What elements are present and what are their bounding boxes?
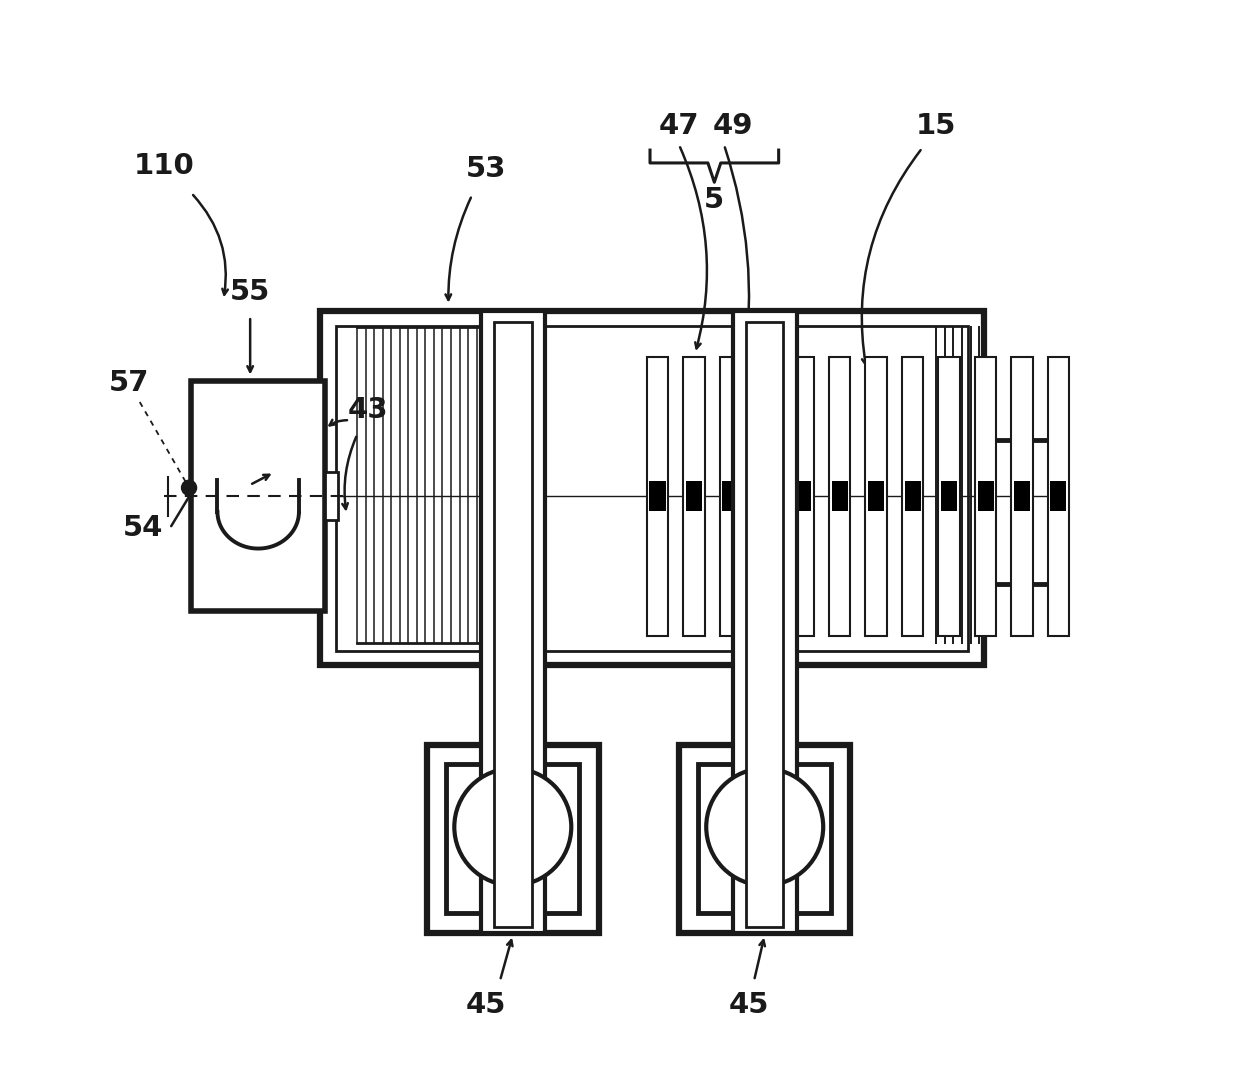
Bar [191, 381, 325, 611]
Bar [866, 357, 887, 636]
Bar [723, 481, 739, 511]
Text: 45: 45 [466, 991, 506, 1019]
Text: 54: 54 [123, 513, 164, 542]
Text: 45: 45 [728, 991, 769, 1019]
Text: 110: 110 [134, 152, 195, 180]
Circle shape [454, 769, 572, 885]
Text: 5: 5 [704, 185, 724, 214]
Text: 43: 43 [347, 396, 388, 425]
Bar [975, 357, 996, 636]
Bar [830, 357, 851, 636]
Bar [336, 326, 968, 651]
Bar [977, 481, 993, 511]
Bar [756, 357, 777, 636]
Bar [1048, 357, 1069, 636]
Bar [905, 481, 920, 511]
Bar [733, 311, 797, 933]
Bar [901, 357, 924, 636]
Bar [832, 481, 848, 511]
Bar [427, 745, 599, 933]
Text: 55: 55 [231, 278, 270, 307]
Bar [494, 322, 532, 927]
Bar [325, 472, 339, 520]
Text: 53: 53 [466, 154, 506, 183]
Bar [698, 764, 831, 913]
Text: 47: 47 [658, 111, 699, 140]
Bar [446, 764, 579, 913]
Bar [795, 481, 811, 511]
Bar [939, 357, 960, 636]
Bar [868, 481, 884, 511]
Bar [680, 745, 851, 933]
Bar [481, 311, 544, 933]
Text: 49: 49 [712, 111, 753, 140]
Bar [792, 357, 813, 636]
Bar [320, 311, 985, 665]
Circle shape [181, 480, 197, 495]
Bar [985, 440, 1054, 584]
Circle shape [707, 769, 823, 885]
Bar [719, 357, 742, 636]
Bar [1014, 481, 1030, 511]
Text: 57: 57 [109, 369, 149, 398]
Bar [683, 357, 704, 636]
Text: 15: 15 [916, 111, 956, 140]
Bar [1012, 357, 1033, 636]
Bar [650, 481, 666, 511]
Bar [759, 481, 775, 511]
Bar [1050, 481, 1066, 511]
Bar [746, 322, 784, 927]
Bar [647, 357, 668, 636]
Bar [686, 481, 702, 511]
Bar [941, 481, 957, 511]
